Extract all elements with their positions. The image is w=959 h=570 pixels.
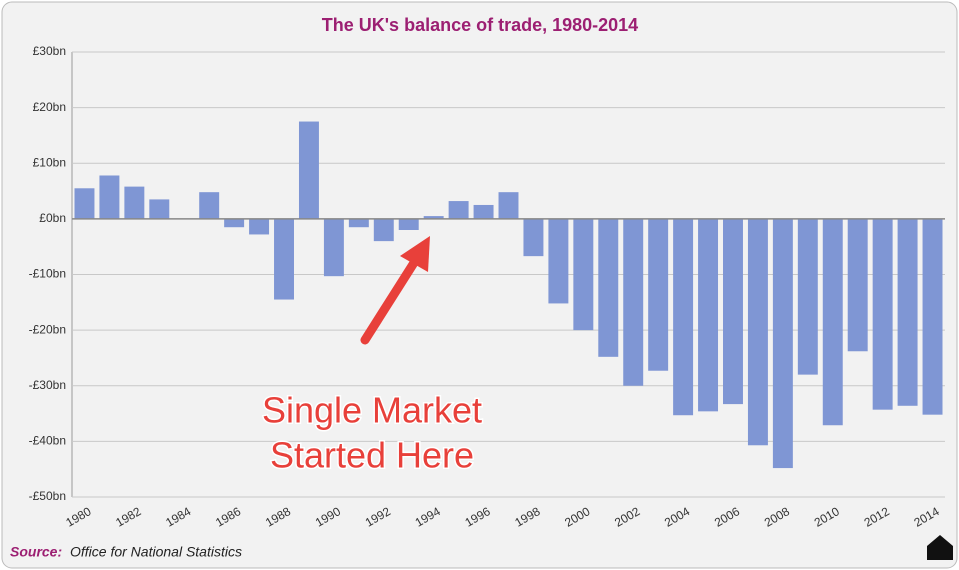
y-tick-label: -£20bn xyxy=(29,322,66,336)
chart-title: The UK's balance of trade, 1980-2014 xyxy=(322,15,638,35)
y-tick-label: -£10bn xyxy=(29,267,66,281)
y-tick-label: -£50bn xyxy=(29,489,66,503)
bar xyxy=(772,218,793,469)
annotation-arrowhead xyxy=(400,236,430,272)
y-tick-label: -£30bn xyxy=(29,378,66,392)
annotation-line: Single Market xyxy=(262,390,482,431)
y-tick-label: £0bn xyxy=(39,211,66,225)
bar xyxy=(124,186,145,219)
bar xyxy=(822,218,843,426)
bar xyxy=(598,218,619,357)
source: Office for National Statistics xyxy=(70,544,242,560)
y-tick-label: £20bn xyxy=(33,100,66,114)
y-tick-label: -£40bn xyxy=(29,434,66,448)
bar xyxy=(423,216,444,219)
source-label: Source: xyxy=(10,544,62,560)
bar xyxy=(498,192,519,219)
bar xyxy=(448,201,469,219)
bar xyxy=(249,218,270,235)
annotation-line: Started Here xyxy=(270,435,474,476)
bar xyxy=(199,192,220,219)
bar xyxy=(897,218,918,406)
bar xyxy=(747,218,768,446)
bar xyxy=(623,218,644,386)
bar xyxy=(723,218,743,405)
bar xyxy=(149,199,170,219)
bar xyxy=(698,218,719,412)
bar xyxy=(548,218,569,304)
bar xyxy=(398,218,419,230)
bar xyxy=(224,218,245,228)
bar xyxy=(797,218,818,375)
bar xyxy=(274,218,294,300)
annotation-arrow xyxy=(360,253,422,345)
bar xyxy=(648,218,669,371)
bar xyxy=(348,218,369,228)
bar xyxy=(99,175,120,219)
bar xyxy=(573,218,594,331)
bar xyxy=(673,218,694,416)
bar xyxy=(298,121,319,219)
bar xyxy=(922,218,943,415)
bar xyxy=(74,188,95,219)
bar xyxy=(473,204,494,219)
y-tick-label: £10bn xyxy=(33,155,66,169)
bar xyxy=(872,218,893,410)
home-icon xyxy=(927,535,953,560)
bar xyxy=(373,218,394,242)
bar xyxy=(847,218,868,352)
bar xyxy=(323,218,344,277)
y-tick-label: £30bn xyxy=(33,44,66,58)
bar xyxy=(523,218,544,257)
